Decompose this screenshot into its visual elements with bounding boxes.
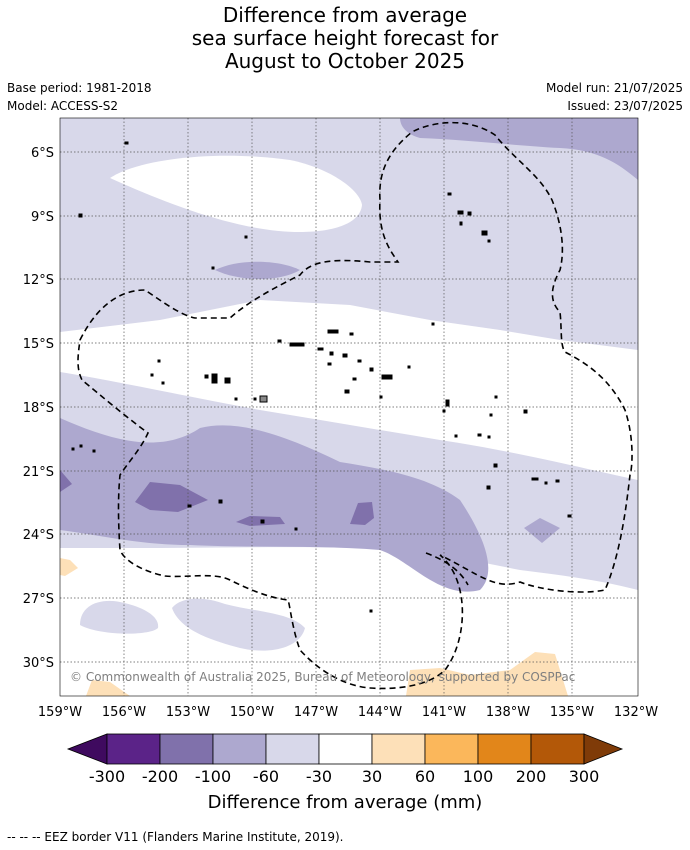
colorbar-tick: -30 <box>306 767 332 786</box>
colorbar-tick: 30 <box>362 767 382 786</box>
colorbar-tick: -100 <box>195 767 231 786</box>
copyright-notice: © Commonwealth of Australia 2025, Bureau… <box>70 670 575 684</box>
colorbar-swatch <box>106 733 161 765</box>
metadata-left: Base period: 1981-2018 Model: ACCESS-S2 <box>7 79 152 115</box>
anomaly-medium-northeast <box>400 118 638 180</box>
lon-label: 138°W <box>486 705 530 720</box>
lon-label: 156°W <box>102 705 146 720</box>
colorbar-tick: 200 <box>516 767 547 786</box>
colorbar-swatch <box>265 733 320 765</box>
lat-label: 9°S <box>31 210 54 225</box>
lat-label: 30°S <box>23 656 54 671</box>
colorbar-tick: -300 <box>89 767 125 786</box>
lon-label: 135°W <box>550 705 594 720</box>
issued-text: Issued: 23/07/2025 <box>567 99 683 113</box>
colorbar-tick: 300 <box>569 767 600 786</box>
lon-label: 159°W <box>38 705 82 720</box>
colorbar-swatch <box>212 733 267 765</box>
lat-label: 6°S <box>31 146 54 161</box>
colorbar <box>66 733 624 765</box>
metadata-right: Model run: 21/07/2025 Issued: 23/07/2025 <box>546 79 683 115</box>
colorbar-extend-high <box>583 733 624 765</box>
title-line-2: sea surface height forecast for <box>191 26 499 50</box>
anomaly-dark-3 <box>350 502 374 525</box>
anomaly-medium-south <box>60 418 489 592</box>
eez-border-pitcairn <box>425 552 469 586</box>
lon-label: 144°W <box>358 705 402 720</box>
colorbar-swatch <box>424 733 479 765</box>
colorbar-swatch <box>530 733 585 765</box>
lat-label: 15°S <box>23 337 54 352</box>
map-panel: © Commonwealth of Australia 2025, Bureau… <box>60 118 638 696</box>
lat-label: 21°S <box>23 465 54 480</box>
colorbar-tick: 60 <box>415 767 435 786</box>
colorbar-extend-low <box>66 733 108 765</box>
islands <box>71 141 572 613</box>
title-line-1: Difference from average <box>222 3 468 27</box>
lon-label: 153°W <box>166 705 210 720</box>
model-run-text: Model run: 21/07/2025 <box>545 81 683 95</box>
anomaly-medium-east <box>524 518 560 543</box>
eez-border-french-polynesia <box>77 121 633 690</box>
lon-label: 132°W <box>614 705 658 720</box>
model-text: Model: ACCESS-S2 <box>7 99 119 113</box>
anomaly-medium-small <box>215 261 300 279</box>
colorbar-swatch <box>477 733 532 765</box>
colorbar-tick: 100 <box>463 767 494 786</box>
colorbar-swatch <box>318 733 373 765</box>
anomaly-dark-4 <box>60 470 72 492</box>
anomaly-white-north <box>110 155 362 232</box>
anomaly-positive-west <box>60 558 78 576</box>
anomaly-positive-sw <box>86 680 130 696</box>
lat-label: 27°S <box>23 592 54 607</box>
base-period-text: Base period: 1981-2018 <box>7 81 152 95</box>
lat-label: 24°S <box>23 528 54 543</box>
anomaly-light-sw-2 <box>172 598 305 651</box>
map-frame <box>59 117 639 697</box>
anomaly-light-sw-1 <box>80 600 159 634</box>
lat-label: 12°S <box>23 273 54 288</box>
longitude-labels: 159°W 156°W 153°W 150°W 147°W 144°W 141°… <box>38 705 658 720</box>
map-title: Difference from average sea surface heig… <box>0 4 690 73</box>
colorbar-swatch <box>371 733 426 765</box>
lat-label: 18°S <box>23 401 54 416</box>
anomaly-positive-south <box>406 652 568 696</box>
colorbar-tick: -200 <box>142 767 178 786</box>
lon-label: 150°W <box>230 705 274 720</box>
colorbar-swatch <box>159 733 214 765</box>
eez-footnote: -- -- -- EEZ border V11 (Flanders Marine… <box>7 830 344 844</box>
title-line-3: August to October 2025 <box>224 49 466 73</box>
colorbar-ticks: -300 -200 -100 -60 -30 30 60 100 200 300 <box>89 767 599 786</box>
lon-label: 147°W <box>294 705 338 720</box>
latitude-labels: 6°S 9°S 12°S 15°S 18°S 21°S 24°S 27°S 30… <box>23 146 54 671</box>
colorbar-label: Difference from average (mm) <box>207 792 483 813</box>
lon-label: 141°W <box>422 705 466 720</box>
colorbar-tick: -60 <box>253 767 279 786</box>
